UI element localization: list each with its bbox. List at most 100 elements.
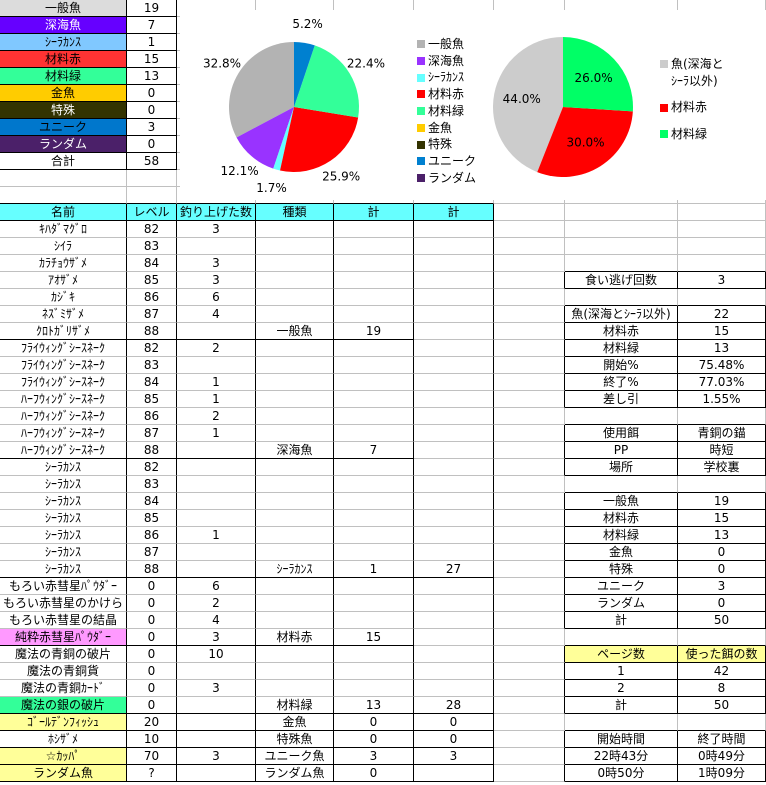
item-caught-count[interactable] <box>177 510 256 527</box>
summary-label[interactable]: 材料赤 <box>0 51 127 68</box>
group-grand-total[interactable]: 0 <box>414 714 494 731</box>
item-name[interactable]: もろい赤彗星のかけら <box>0 595 127 612</box>
group-type[interactable]: ｼｰﾗｶﾝｽ <box>256 561 334 578</box>
cell[interactable] <box>414 442 494 459</box>
cell[interactable] <box>0 187 127 204</box>
item-name[interactable]: ｷﾊﾀﾞﾏｸﾞﾛ <box>0 221 127 238</box>
cell[interactable] <box>678 289 766 306</box>
cell[interactable] <box>494 578 565 595</box>
group-type[interactable]: 特殊魚 <box>256 731 334 748</box>
item-name[interactable]: 魔法の青銅の破片 <box>0 646 127 663</box>
cell[interactable] <box>494 612 565 629</box>
item-name[interactable]: ﾊｰﾌｳｨﾝｸﾞｼｰｽﾈｰｸ <box>0 442 127 459</box>
cell[interactable] <box>414 374 494 391</box>
cell[interactable] <box>565 221 678 238</box>
cell[interactable] <box>494 357 565 374</box>
cell[interactable] <box>494 561 565 578</box>
group-type[interactable]: 金魚 <box>256 714 334 731</box>
cell[interactable] <box>334 476 414 493</box>
stat-label[interactable]: 22時43分 <box>565 748 678 765</box>
item-level[interactable]: 86 <box>127 527 177 544</box>
pie-slice[interactable] <box>563 37 633 112</box>
cell[interactable] <box>256 544 334 561</box>
cell[interactable] <box>256 612 334 629</box>
item-level[interactable]: 0 <box>127 697 177 714</box>
cell[interactable] <box>334 527 414 544</box>
cell[interactable] <box>256 357 334 374</box>
item-name[interactable]: ｼｰﾗｶﾝｽ <box>0 493 127 510</box>
item-name[interactable]: ｱｵｻﾞﾒ <box>0 272 127 289</box>
stat-label[interactable]: 金魚 <box>565 544 678 561</box>
cell[interactable] <box>414 255 494 272</box>
cell[interactable] <box>256 646 334 663</box>
stat-label[interactable]: 材料緑 <box>565 527 678 544</box>
item-caught-count[interactable]: 2 <box>177 408 256 425</box>
cell[interactable] <box>256 272 334 289</box>
item-level[interactable]: 83 <box>127 476 177 493</box>
cell[interactable] <box>414 493 494 510</box>
item-caught-count[interactable] <box>177 493 256 510</box>
item-caught-count[interactable] <box>177 357 256 374</box>
cell[interactable] <box>414 765 494 782</box>
item-caught-count[interactable] <box>177 561 256 578</box>
cell[interactable] <box>334 289 414 306</box>
cell[interactable] <box>494 442 565 459</box>
group-grand-total[interactable]: 27 <box>414 561 494 578</box>
summary-label[interactable]: 特殊 <box>0 102 127 119</box>
cell[interactable] <box>334 272 414 289</box>
item-name[interactable]: もろい赤彗星の結晶 <box>0 612 127 629</box>
item-level[interactable]: 84 <box>127 255 177 272</box>
cell[interactable] <box>494 731 565 748</box>
item-level[interactable]: 0 <box>127 663 177 680</box>
item-name[interactable]: 魔法の青銅貨 <box>0 663 127 680</box>
column-header[interactable]: 計 <box>414 204 494 221</box>
cell[interactable] <box>256 425 334 442</box>
cell[interactable] <box>414 629 494 646</box>
item-caught-count[interactable]: 3 <box>177 748 256 765</box>
cell[interactable] <box>256 510 334 527</box>
summary-value[interactable]: 1 <box>127 34 177 51</box>
group-sum[interactable]: 13 <box>334 697 414 714</box>
item-level[interactable]: 88 <box>127 323 177 340</box>
stat-value[interactable]: 3 <box>678 272 766 289</box>
stat-value[interactable]: 0 <box>678 544 766 561</box>
stat-label[interactable]: 終了% <box>565 374 678 391</box>
item-name[interactable]: ﾈｽﾞﾐｻﾞﾒ <box>0 306 127 323</box>
group-sum[interactable]: 7 <box>334 442 414 459</box>
cell[interactable] <box>494 748 565 765</box>
item-caught-count[interactable] <box>177 544 256 561</box>
item-name[interactable]: もろい赤彗星ﾊﾟｳﾀﾞｰ <box>0 578 127 595</box>
cell[interactable] <box>494 374 565 391</box>
stat-label[interactable]: 計 <box>565 612 678 629</box>
stat-label[interactable]: 材料赤 <box>565 323 678 340</box>
cell[interactable] <box>414 510 494 527</box>
item-caught-count[interactable]: 2 <box>177 340 256 357</box>
item-level[interactable]: 70 <box>127 748 177 765</box>
cell[interactable] <box>414 391 494 408</box>
stat-label[interactable]: ページ数 <box>565 646 678 663</box>
cell[interactable] <box>334 255 414 272</box>
cell[interactable] <box>256 391 334 408</box>
item-caught-count[interactable] <box>177 714 256 731</box>
pie-slice[interactable] <box>236 107 294 169</box>
cell[interactable] <box>414 459 494 476</box>
stat-value[interactable]: 時短 <box>678 442 766 459</box>
group-type[interactable]: ユニーク魚 <box>256 748 334 765</box>
cell[interactable] <box>565 714 678 731</box>
cell[interactable] <box>334 544 414 561</box>
stat-value[interactable]: 13 <box>678 527 766 544</box>
item-name[interactable]: ﾌﾗｲｳｨﾝｸﾞｼｰｽﾈｰｸ <box>0 340 127 357</box>
cell[interactable] <box>334 612 414 629</box>
item-name[interactable]: ｼｰﾗｶﾝｽ <box>0 527 127 544</box>
cell[interactable] <box>494 340 565 357</box>
item-name[interactable]: ｼｰﾗｶﾝｽ <box>0 510 127 527</box>
item-caught-count[interactable]: 3 <box>177 255 256 272</box>
summary-label[interactable]: 金魚 <box>0 85 127 102</box>
item-level[interactable]: 85 <box>127 391 177 408</box>
item-caught-count[interactable]: 4 <box>177 306 256 323</box>
item-name[interactable]: ﾎｼｻﾞﾒ <box>0 731 127 748</box>
item-name[interactable]: ﾌﾗｲｳｨﾝｸﾞｼｰｽﾈｰｸ <box>0 357 127 374</box>
cell[interactable] <box>565 238 678 255</box>
cell[interactable] <box>494 493 565 510</box>
cell[interactable] <box>414 612 494 629</box>
